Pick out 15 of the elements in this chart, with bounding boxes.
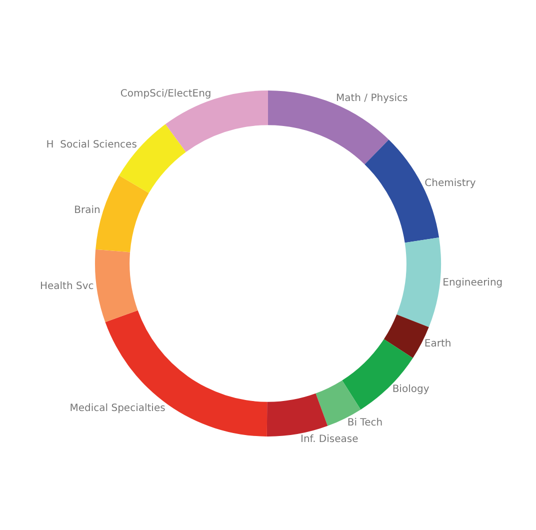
donut-slice: [316, 380, 361, 426]
slice-label: Earth: [424, 338, 452, 350]
slice-label: Bi Tech: [347, 418, 383, 429]
slice-label: H Social Sciences: [46, 139, 137, 150]
slice-label: Biology: [392, 384, 430, 395]
slice-label: Chemistry: [424, 178, 476, 189]
slice-label: Medical Specialties: [70, 402, 166, 414]
slice-label: Health Svc: [40, 280, 94, 292]
slice-label: Math / Physics: [336, 93, 408, 104]
slice-label: CompSci/ElectEng: [120, 88, 212, 100]
slice-label: Inf. Disease: [300, 434, 358, 445]
slice-label: Brain: [74, 205, 100, 216]
donut-slice: [95, 249, 138, 322]
donut-slice: [396, 238, 441, 328]
slice-label: Engineering: [442, 278, 503, 289]
